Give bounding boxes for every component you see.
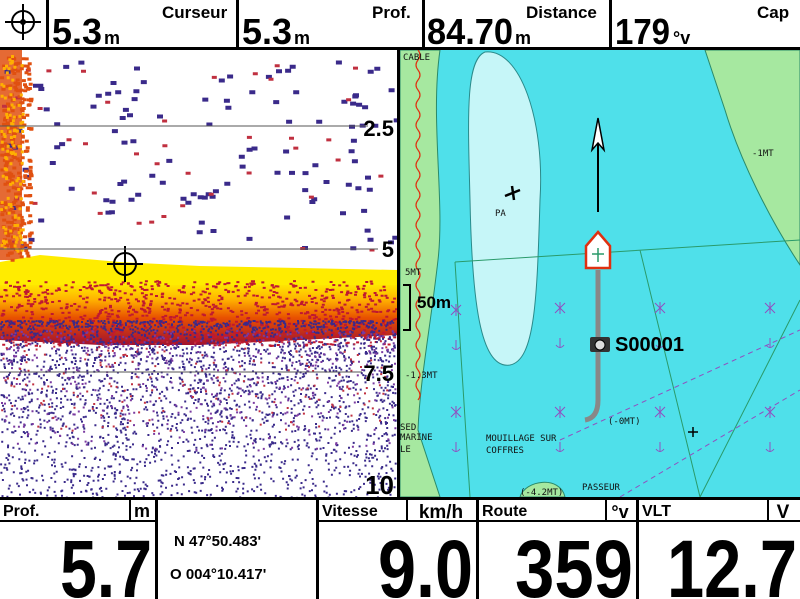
depth-scale-label: 2.5 [363, 116, 394, 141]
sonar-panel [0, 50, 400, 499]
field-value: 5.7 [60, 524, 152, 599]
map-label: PA [495, 209, 506, 219]
field-unit: m [134, 501, 150, 521]
top-unit: m [104, 28, 120, 48]
top-label: Curseur [162, 3, 228, 22]
top-label: Cap [757, 3, 789, 22]
top-value: 5.3 [242, 11, 292, 52]
field-unit: km/h [419, 502, 463, 523]
top-value: 179 [615, 11, 670, 52]
field-label: Prof. [3, 503, 39, 520]
map-label: LE [400, 445, 411, 455]
sonar-echo [0, 280, 398, 347]
top-value: 5.3 [52, 11, 102, 52]
top-unit: m [294, 28, 310, 48]
depth-lines [0, 125, 378, 373]
map-label: SED [400, 423, 416, 433]
anchorage-symbol [764, 302, 776, 348]
top-label: Distance [526, 3, 597, 22]
sonar-cursor [107, 246, 143, 282]
sonar-echo [0, 55, 25, 253]
field-label: Vitesse [322, 503, 378, 520]
field-unit: °v [611, 502, 628, 522]
anchorage-symbol [654, 406, 666, 452]
map-label: -1MT [752, 149, 774, 159]
depth-scale-label: 5 [382, 237, 394, 262]
panel-borders [0, 47, 800, 500]
top-unit: °v [673, 28, 690, 48]
map-label: -1.3MT [405, 371, 438, 381]
latitude: N 47°50.483' [174, 533, 261, 550]
field-unit: V [777, 502, 790, 523]
depth-scale-label: 10 [365, 470, 394, 500]
longitude: O 004°10.417' [170, 566, 266, 583]
anchorage-symbol [450, 406, 462, 452]
top-label: Prof. [372, 3, 411, 22]
map-label: (-0MT) [608, 417, 641, 427]
map-panel [399, 49, 800, 498]
map-marker [688, 427, 698, 437]
depth-scale-label: 7.5 [363, 361, 394, 386]
unit-boxes [129, 500, 769, 521]
map-label: MARINE [400, 433, 433, 443]
top-value: 84.70 [427, 11, 513, 52]
top-unit: m [515, 28, 531, 48]
top-separators [46, 0, 612, 48]
cursor-icon [5, 4, 41, 40]
field-label: VLT [642, 503, 671, 520]
map-label: COFFRES [486, 446, 524, 456]
anchorage-symbol [764, 406, 776, 452]
field-label: Route [482, 503, 527, 520]
field-value: 359 [515, 524, 633, 599]
anchorage-symbol [450, 304, 462, 350]
field-value: 12.7 [667, 524, 797, 599]
map-label: CABLE [403, 53, 430, 63]
anchorage-symbol [654, 302, 666, 348]
map-label: PASSEUR [582, 483, 621, 493]
waypoint-label: S00001 [615, 334, 684, 356]
top-bar [0, 0, 800, 48]
anchorage-symbol [554, 302, 566, 348]
map-label: MOUILLAGE SUR [486, 434, 557, 444]
map-scale: 50m [417, 293, 451, 312]
field-value: 9.0 [378, 524, 473, 599]
map-label: (-4.2MT) [520, 488, 563, 498]
map-label: 5MT [405, 268, 422, 278]
anchorage-symbol [554, 406, 566, 452]
bottom-separators [0, 500, 800, 599]
